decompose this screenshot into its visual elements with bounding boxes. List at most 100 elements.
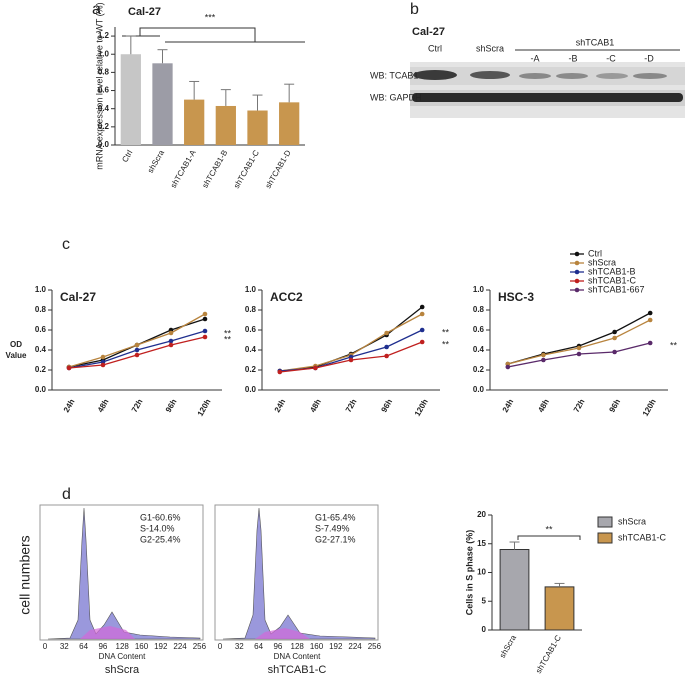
y-tick-label: 0.0: [245, 385, 257, 394]
chart-title: Cal-27: [60, 290, 96, 304]
bar: [544, 586, 575, 631]
annotation: ***: [205, 12, 216, 22]
point: [419, 311, 425, 317]
phase-stat: G1-60.6%: [140, 512, 181, 522]
point: [647, 310, 653, 316]
bar: [215, 105, 236, 145]
legend-label: shScra: [618, 516, 646, 526]
point: [612, 329, 617, 335]
x-tick-label: 24h: [273, 397, 288, 414]
legend-label: shScra: [588, 257, 616, 267]
annotation: **: [224, 328, 232, 338]
x-tick-label: 96h: [379, 397, 394, 414]
x-tick-label: shTCAB1-A: [169, 148, 198, 190]
annotation: **: [442, 327, 450, 337]
point: [66, 365, 72, 371]
x-tick-label: 120h: [641, 397, 658, 417]
x-tick-label: 0: [43, 642, 48, 651]
lane-label: -D: [644, 53, 654, 63]
legend-marker: [574, 269, 580, 275]
bar: [152, 63, 173, 145]
y-axis-label: mRNA expression level relative to WT (%): [94, 2, 104, 169]
series-line: [507, 312, 651, 365]
point: [541, 357, 546, 363]
legend-marker: [574, 260, 580, 266]
y-tick-label: 1.0: [35, 285, 47, 294]
point: [134, 342, 140, 348]
bar: [247, 110, 268, 145]
y-axis-label: cell numbers: [17, 535, 33, 614]
sample-name: shScra: [105, 664, 140, 676]
point: [384, 344, 389, 350]
x-tick-label: 96h: [607, 397, 622, 414]
x-tick-label: 96: [273, 642, 282, 651]
x-tick-label: 256: [193, 642, 207, 651]
panel-label: a: [92, 1, 101, 18]
legend-label: Ctrl: [588, 248, 602, 258]
y-axis-label: Value: [6, 351, 27, 360]
y-tick-label: 20: [477, 510, 486, 519]
legend-swatch: [597, 516, 613, 528]
series-line: [279, 313, 423, 372]
x-axis-label: DNA Content: [274, 652, 321, 661]
series-line: [68, 313, 206, 368]
blot-title: Cal-27: [412, 26, 445, 38]
lane-label: shScra: [476, 43, 504, 53]
y-tick-label: 0.6: [35, 325, 47, 334]
bar: [279, 102, 300, 145]
x-tick-label: 160: [310, 642, 324, 651]
bar: [120, 54, 141, 145]
x-tick-label: shTCAB1-D: [264, 148, 293, 190]
x-tick-label: 96h: [164, 397, 179, 414]
point: [647, 340, 653, 346]
y-tick-label: 0.6: [245, 325, 257, 334]
y-tick-label: 0.2: [473, 365, 485, 374]
point: [612, 335, 617, 341]
x-tick-label: Ctrl: [120, 148, 134, 163]
point: [505, 364, 511, 370]
point: [134, 347, 140, 353]
point: [100, 354, 106, 360]
point: [541, 352, 546, 358]
y-tick-label: 15: [477, 539, 486, 548]
point: [647, 317, 653, 323]
point: [384, 353, 389, 359]
x-tick-label: 72h: [572, 397, 587, 414]
y-tick-label: 0.0: [98, 140, 110, 149]
point: [419, 339, 425, 345]
y-tick-label: 0.0: [35, 385, 47, 394]
point: [348, 357, 354, 363]
y-tick-label: 10: [477, 568, 486, 577]
y-tick-label: 0.4: [245, 345, 257, 354]
panel-label: c: [62, 236, 70, 253]
x-tick-label: 32: [235, 642, 244, 651]
x-tick-label: shScra: [498, 633, 519, 660]
point: [419, 327, 425, 333]
y-tick-label: 0.4: [98, 104, 110, 113]
phase-stat: S-14.0%: [140, 523, 175, 533]
point: [277, 369, 283, 375]
blot-row-label: WB: GAPDH: [370, 92, 422, 102]
legend-marker: [574, 278, 580, 284]
y-axis-label: OD: [10, 340, 22, 349]
phase-stat: S-7.49%: [315, 523, 350, 533]
x-tick-label: 192: [154, 642, 168, 651]
x-tick-label: 48h: [96, 397, 111, 414]
x-tick-label: 72h: [344, 397, 359, 414]
phase-stat: G2-27.1%: [315, 534, 356, 544]
annotation: **: [545, 524, 553, 534]
point: [100, 362, 106, 368]
x-tick-label: 64: [254, 642, 263, 651]
point: [384, 330, 389, 336]
y-tick-label: 1.2: [98, 31, 110, 40]
x-tick-label: 48h: [308, 397, 323, 414]
chart-title: HSC-3: [498, 290, 534, 304]
y-tick-label: 0.2: [35, 365, 47, 374]
phase-stat: G1-65.4%: [315, 512, 356, 522]
point: [134, 352, 140, 358]
annotation: **: [224, 334, 232, 344]
lane-label: Ctrl: [428, 43, 442, 53]
x-tick-label: 192: [329, 642, 343, 651]
legend-label: shTCAB1-C: [618, 532, 667, 542]
